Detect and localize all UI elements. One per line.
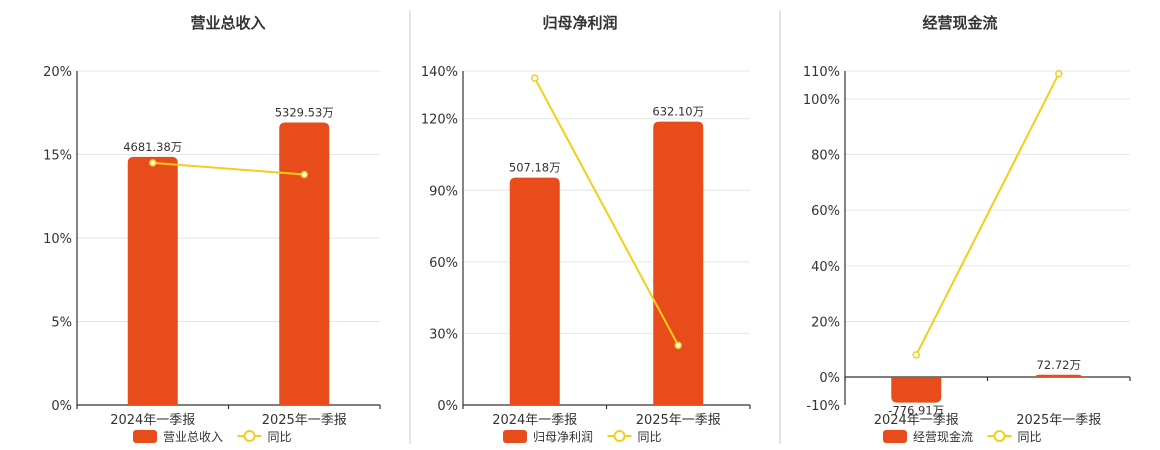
y-tick-label: 0% — [51, 399, 72, 414]
chart-title: 营业总收入 — [190, 14, 265, 32]
legend: 营业总收入 同比 — [133, 430, 292, 444]
yoy-point — [912, 351, 920, 359]
bar — [509, 177, 560, 405]
bar — [1033, 374, 1084, 381]
legend-bar-label: 经营现金流 — [913, 429, 973, 444]
legend: 经营现金流 同比 — [883, 429, 1042, 444]
bar-data-label: 4681.38万 — [123, 140, 182, 154]
legend-bar-swatch — [503, 430, 527, 443]
yoy-point — [300, 170, 308, 179]
bar-data-label: 72.72万 — [1037, 358, 1081, 372]
legend-bar-swatch — [133, 430, 157, 443]
chart-panel-1: 营业总收入 0% 5% 10% 15% 20% 4681.38万 5329.53万 2024年一… — [43, 14, 381, 444]
yoy-point — [531, 74, 539, 82]
y-tick-label: 20% — [43, 65, 72, 80]
legend-line-label: 同比 — [268, 430, 292, 444]
x-category-label: 2024年一季报 — [492, 413, 577, 428]
y-tick-label: 60% — [811, 204, 840, 219]
chart-panel-2: 归母净利润 0% 30% 60% 90% 120% 140% 507.18万 632.10万 20… — [421, 14, 751, 444]
legend-line-label: 同比 — [1018, 430, 1042, 444]
y-tick-label: 30% — [429, 327, 458, 342]
x-category-label: 2025年一季报 — [262, 413, 347, 428]
yoy-line — [533, 77, 680, 346]
legend-bar-label: 营业总收入 — [163, 430, 223, 444]
bar — [891, 377, 942, 403]
y-tick-label: -10% — [806, 399, 840, 414]
x-category-label: 2024年一季报 — [110, 413, 195, 428]
y-tick-label: 20% — [811, 316, 840, 331]
y-tick-label: 10% — [43, 232, 72, 247]
legend-line-marker — [243, 430, 256, 442]
x-category-label: 2025年一季报 — [1016, 413, 1101, 428]
yoy-point — [1055, 70, 1063, 78]
y-tick-label: 0% — [437, 399, 458, 414]
y-tick-label: 40% — [811, 260, 840, 275]
bar-data-label: 632.10万 — [652, 105, 704, 119]
chart-title: 经营现金流 — [922, 14, 997, 32]
bar-data-label: -776.91万 — [888, 404, 944, 418]
x-category-label: 2025年一季报 — [636, 413, 721, 428]
bar — [127, 156, 178, 405]
y-tick-label: 80% — [811, 149, 840, 164]
yoy-line — [915, 73, 1060, 356]
y-tick-label: 60% — [429, 256, 458, 271]
legend-line-label: 同比 — [638, 430, 662, 444]
legend-bar-swatch — [883, 430, 907, 443]
y-tick-label: 0% — [819, 371, 840, 386]
legend-line-marker — [613, 430, 626, 442]
y-tick-label: 5% — [51, 316, 72, 331]
yoy-line — [152, 161, 305, 176]
yoy-point — [149, 159, 157, 167]
yoy-point — [674, 341, 682, 350]
y-tick-label: 140% — [421, 65, 458, 80]
chart-title: 归母净利润 — [542, 14, 617, 32]
y-tick-label: 90% — [429, 184, 458, 199]
bar — [653, 121, 704, 405]
y-tick-label: 120% — [421, 113, 458, 128]
bar-data-label: 507.18万 — [509, 161, 561, 175]
y-tick-label: 15% — [43, 149, 72, 164]
legend: 归母净利润 同比 — [503, 430, 662, 444]
legend-line-marker — [993, 430, 1006, 442]
y-tick-label: 100% — [803, 93, 840, 108]
bar-data-label: 5329.53万 — [275, 105, 334, 119]
chart-panel-3: 经营现金流 -10% 0% 20% 40% 60% 80% 100% 110% -776.91万 7… — [803, 14, 1131, 444]
legend-bar-label: 归母净利润 — [533, 430, 593, 444]
y-tick-label: 110% — [803, 65, 840, 80]
bar — [279, 122, 330, 405]
x-category-label: 2024年一季报 — [874, 413, 959, 428]
